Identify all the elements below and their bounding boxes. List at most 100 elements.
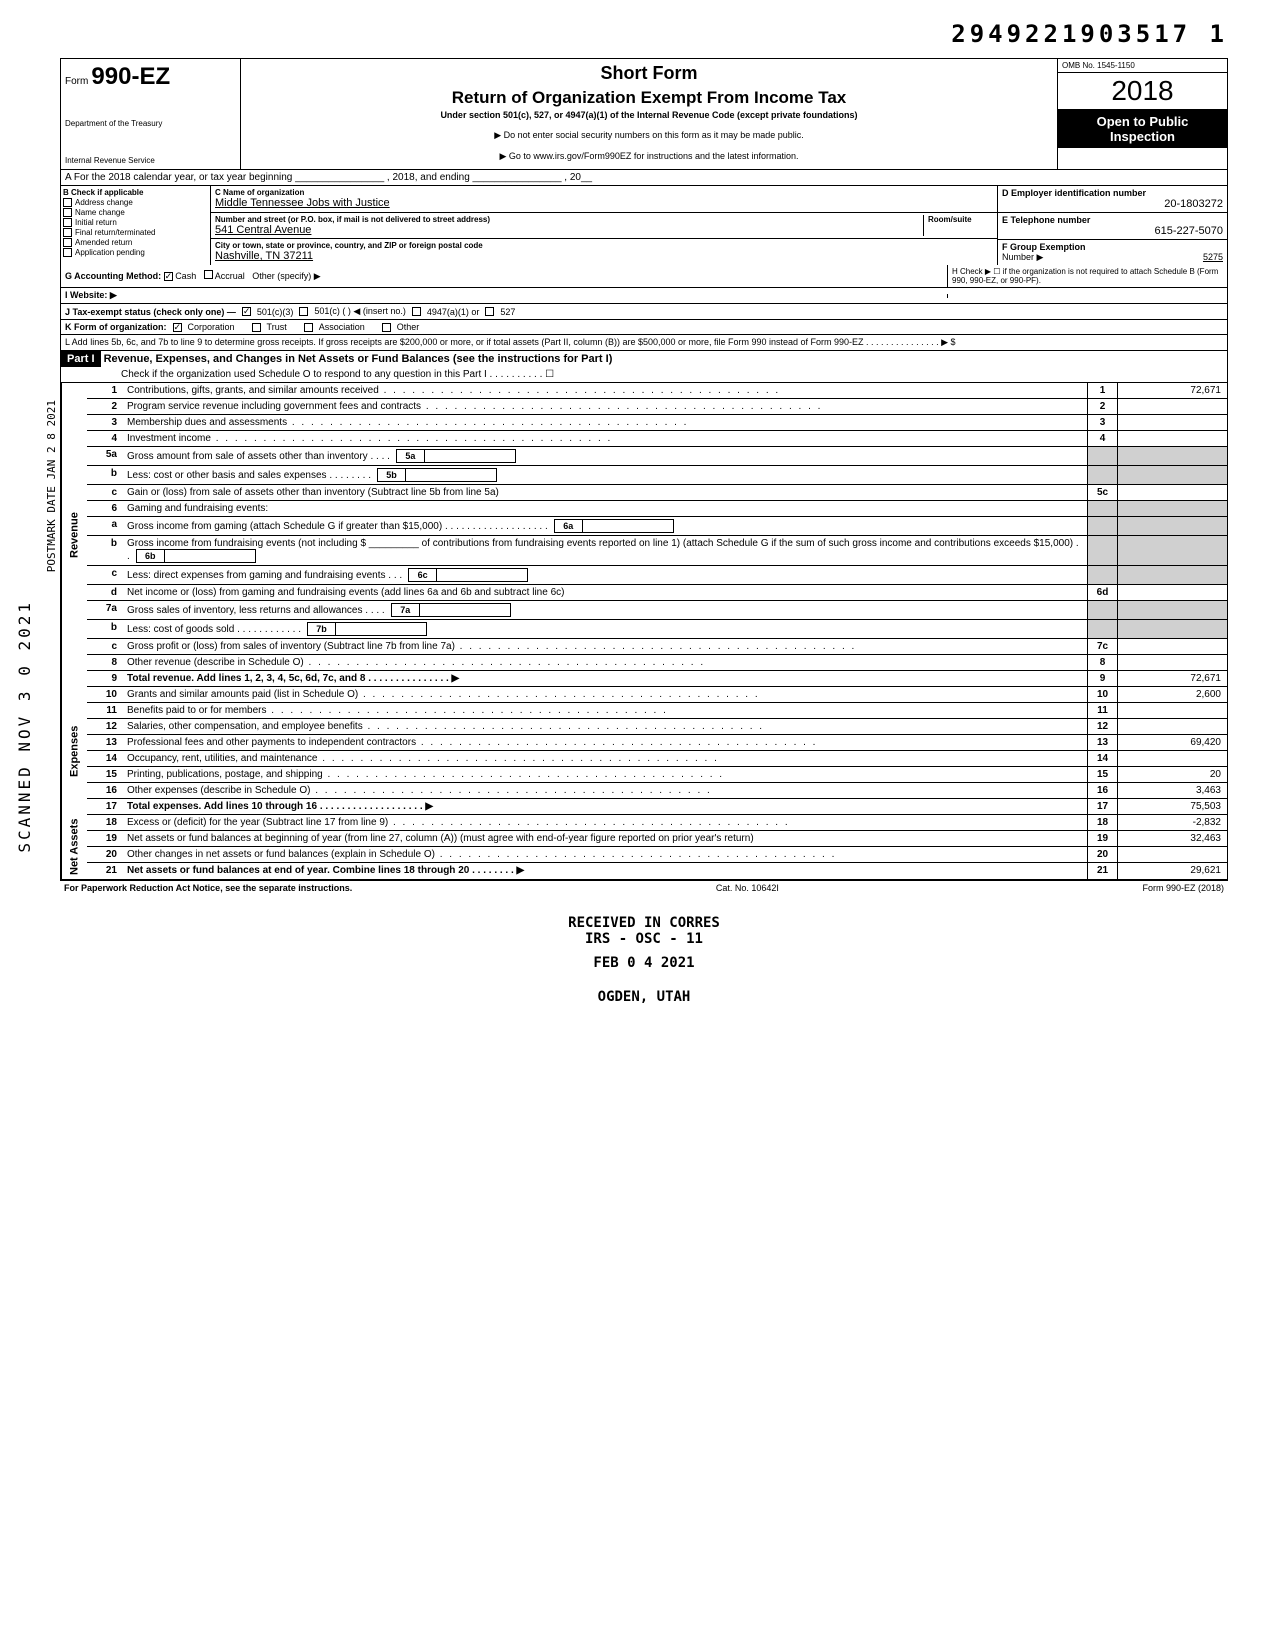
ln: 19: [87, 831, 123, 846]
form-prefix: Form: [65, 76, 88, 87]
an: [1087, 447, 1117, 465]
ld: Benefits paid to or for members: [123, 703, 1087, 718]
row-h: H Check ▶ ☐ if the organization is not r…: [947, 265, 1227, 287]
k-o1: Corporation: [188, 322, 235, 332]
section-bcdef: B Check if applicable Address change Nam…: [60, 186, 1228, 265]
ld: Other expenses (describe in Schedule O): [123, 783, 1087, 798]
ein-label: D Employer identification number: [1002, 188, 1223, 198]
av: 3,463: [1117, 783, 1227, 798]
checkbox-527[interactable]: [485, 307, 494, 316]
an: 10: [1087, 687, 1117, 702]
street: 541 Central Avenue: [215, 224, 923, 236]
ld: Total revenue. Add lines 1, 2, 3, 4, 5c,…: [123, 671, 1087, 686]
av: [1117, 536, 1227, 565]
checkbox-application-pending[interactable]: [63, 248, 72, 257]
public-1: Open to Public: [1062, 114, 1223, 129]
ln: 15: [87, 767, 123, 782]
checkbox-501c3[interactable]: [242, 307, 251, 316]
checkbox-corporation[interactable]: [173, 323, 182, 332]
av: [1117, 517, 1227, 535]
k-label: K Form of organization:: [65, 322, 167, 332]
checkbox-other-org[interactable]: [382, 323, 391, 332]
cb-label: Initial return: [75, 218, 117, 227]
ln: a: [87, 517, 123, 535]
ln: 11: [87, 703, 123, 718]
g-label: G Accounting Method:: [65, 271, 161, 281]
j-o3: 4947(a)(1) or: [427, 307, 480, 317]
checkbox-cash[interactable]: [164, 272, 173, 281]
ld: Less: cost of goods sold . . . . . . . .…: [123, 620, 1087, 638]
ln: 12: [87, 719, 123, 734]
part1-title: Revenue, Expenses, and Changes in Net As…: [104, 353, 613, 365]
form-number: 990-EZ: [91, 63, 170, 90]
room-label: Room/suite: [928, 215, 993, 224]
ln: 17: [87, 799, 123, 814]
net-assets-group: Net Assets 18Excess or (deficit) for the…: [60, 815, 1228, 880]
an: [1087, 601, 1117, 619]
an: 16: [1087, 783, 1117, 798]
expenses-group: Expenses 10Grants and similar amounts pa…: [60, 687, 1228, 815]
ld: Grants and similar amounts paid (list in…: [123, 687, 1087, 702]
ln: 21: [87, 863, 123, 879]
checkbox-name-change[interactable]: [63, 208, 72, 217]
an: 17: [1087, 799, 1117, 814]
postmark-stamp: POSTMARK DATE JAN 2 8 2021: [45, 400, 58, 572]
av: [1117, 466, 1227, 484]
checkbox-address-change[interactable]: [63, 198, 72, 207]
checkbox-accrual[interactable]: [204, 270, 213, 279]
av: 72,671: [1117, 383, 1227, 398]
checkbox-association[interactable]: [304, 323, 313, 332]
checkbox-initial-return[interactable]: [63, 218, 72, 227]
ld: Net income or (loss) from gaming and fun…: [123, 585, 1087, 600]
stamp-date: FEB 0 4 2021: [60, 955, 1228, 971]
ld: Excess or (deficit) for the year (Subtra…: [123, 815, 1087, 830]
ln: 2: [87, 399, 123, 414]
ln: 5a: [87, 447, 123, 465]
tax-year: 2018: [1058, 73, 1227, 110]
an: 19: [1087, 831, 1117, 846]
org-name: Middle Tennessee Jobs with Justice: [215, 197, 993, 209]
instr-2: ▶ Go to www.irs.gov/Form990EZ for instru…: [249, 151, 1049, 162]
av: 20: [1117, 767, 1227, 782]
checkbox-501c[interactable]: [299, 307, 308, 316]
ibv: [583, 520, 673, 532]
ld: Program service revenue including govern…: [123, 399, 1087, 414]
av: 72,671: [1117, 671, 1227, 686]
ln: c: [87, 639, 123, 654]
scanned-stamp: SCANNED NOV 3 0 2021: [15, 600, 34, 853]
av: [1117, 751, 1227, 766]
an: 4: [1087, 431, 1117, 446]
ln: c: [87, 566, 123, 584]
footer-left: For Paperwork Reduction Act Notice, see …: [64, 883, 352, 893]
av: [1117, 703, 1227, 718]
checkbox-4947[interactable]: [412, 307, 421, 316]
ibn: 7b: [308, 623, 336, 635]
telephone: 615-227-5070: [1002, 225, 1223, 237]
ln: 3: [87, 415, 123, 430]
an: 21: [1087, 863, 1117, 879]
form-number-block: Form 990-EZ Department of the Treasury I…: [61, 59, 241, 169]
av: [1117, 655, 1227, 670]
stamp-received: RECEIVED IN CORRES: [60, 915, 1228, 931]
ln: b: [87, 536, 123, 565]
col-c: C Name of organization Middle Tennessee …: [211, 186, 997, 265]
ibv: [425, 450, 515, 462]
checkbox-trust[interactable]: [252, 323, 261, 332]
j-label: J Tax-exempt status (check only one) —: [65, 307, 236, 317]
ld: Membership dues and assessments: [123, 415, 1087, 430]
ibv: [165, 550, 255, 562]
ln: 8: [87, 655, 123, 670]
title-main: Return of Organization Exempt From Incom…: [249, 88, 1049, 108]
col-def: D Employer identification number 20-1803…: [997, 186, 1227, 265]
col-b-label: B Check if applicable: [63, 188, 208, 197]
an: [1087, 620, 1117, 638]
ibn: 7a: [392, 604, 420, 616]
checkbox-final-return[interactable]: [63, 228, 72, 237]
row-l: L Add lines 5b, 6c, and 7b to line 9 to …: [60, 335, 1228, 351]
side-expenses: Expenses: [61, 687, 87, 815]
an: 13: [1087, 735, 1117, 750]
checkbox-amended-return[interactable]: [63, 238, 72, 247]
row-a: A For the 2018 calendar year, or tax yea…: [60, 170, 1228, 186]
city: Nashville, TN 37211: [215, 250, 993, 262]
ld: Less: cost or other basis and sales expe…: [123, 466, 1087, 484]
